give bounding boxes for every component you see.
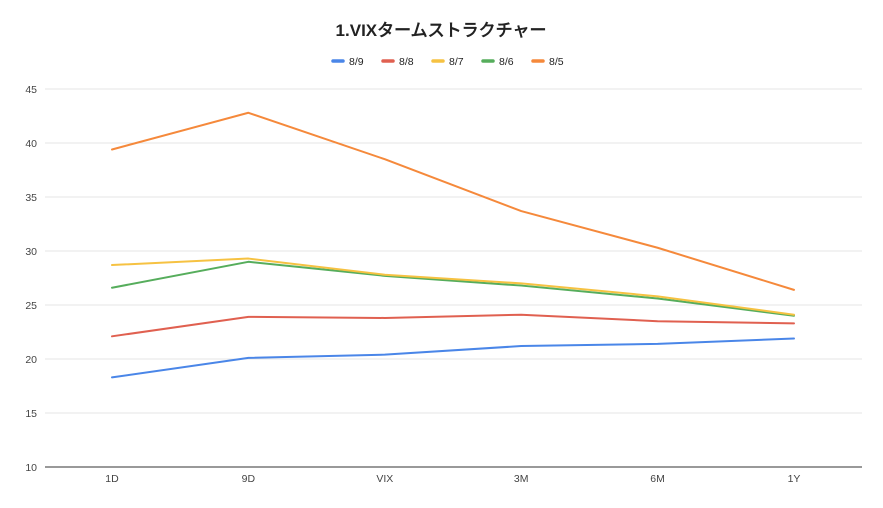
x-axis: 1D 9D VIX 3M 6M 1Y [105, 473, 800, 485]
x-tick-label: 3M [514, 473, 529, 485]
legend-label: 8/5 [549, 56, 564, 68]
series-line-8-6 [111, 260, 795, 317]
series-line-8-8 [111, 313, 795, 338]
legend-label: 8/8 [399, 56, 414, 68]
y-tick-label: 15 [25, 408, 37, 420]
x-tick-label: VIX [376, 473, 393, 485]
legend-item-8-5[interactable]: 8/5 [531, 56, 564, 68]
chart-title: 1.VIXタームストラクチャー [336, 21, 547, 40]
y-tick-label: 45 [25, 84, 37, 96]
series-line-8-5 [111, 111, 795, 291]
legend-label: 8/7 [449, 56, 464, 68]
legend-item-8-9[interactable]: 8/9 [331, 56, 364, 68]
series-line-8-9 [111, 337, 795, 379]
y-tick-label: 40 [25, 138, 37, 150]
legend-label: 8/9 [349, 56, 364, 68]
legend-label: 8/6 [499, 56, 514, 68]
y-tick-label: 35 [25, 192, 37, 204]
plot-series [111, 111, 795, 379]
y-tick-label: 30 [25, 246, 37, 258]
x-tick-label: 9D [242, 473, 256, 485]
legend: 8/9 8/8 8/7 8/6 8/5 [331, 56, 564, 68]
series-line-8-7 [111, 257, 795, 316]
y-tick-label: 10 [25, 462, 37, 474]
y-gridlines [45, 88, 862, 468]
y-tick-label: 25 [25, 300, 37, 312]
legend-item-8-6[interactable]: 8/6 [481, 56, 514, 68]
y-tick-label: 20 [25, 354, 37, 366]
legend-item-8-8[interactable]: 8/8 [381, 56, 414, 68]
x-tick-label: 1D [105, 473, 119, 485]
y-axis: 10 15 20 25 30 35 40 45 [25, 84, 37, 474]
x-tick-label: 6M [650, 473, 665, 485]
x-tick-label: 1Y [788, 473, 801, 485]
legend-item-8-7[interactable]: 8/7 [431, 56, 464, 68]
